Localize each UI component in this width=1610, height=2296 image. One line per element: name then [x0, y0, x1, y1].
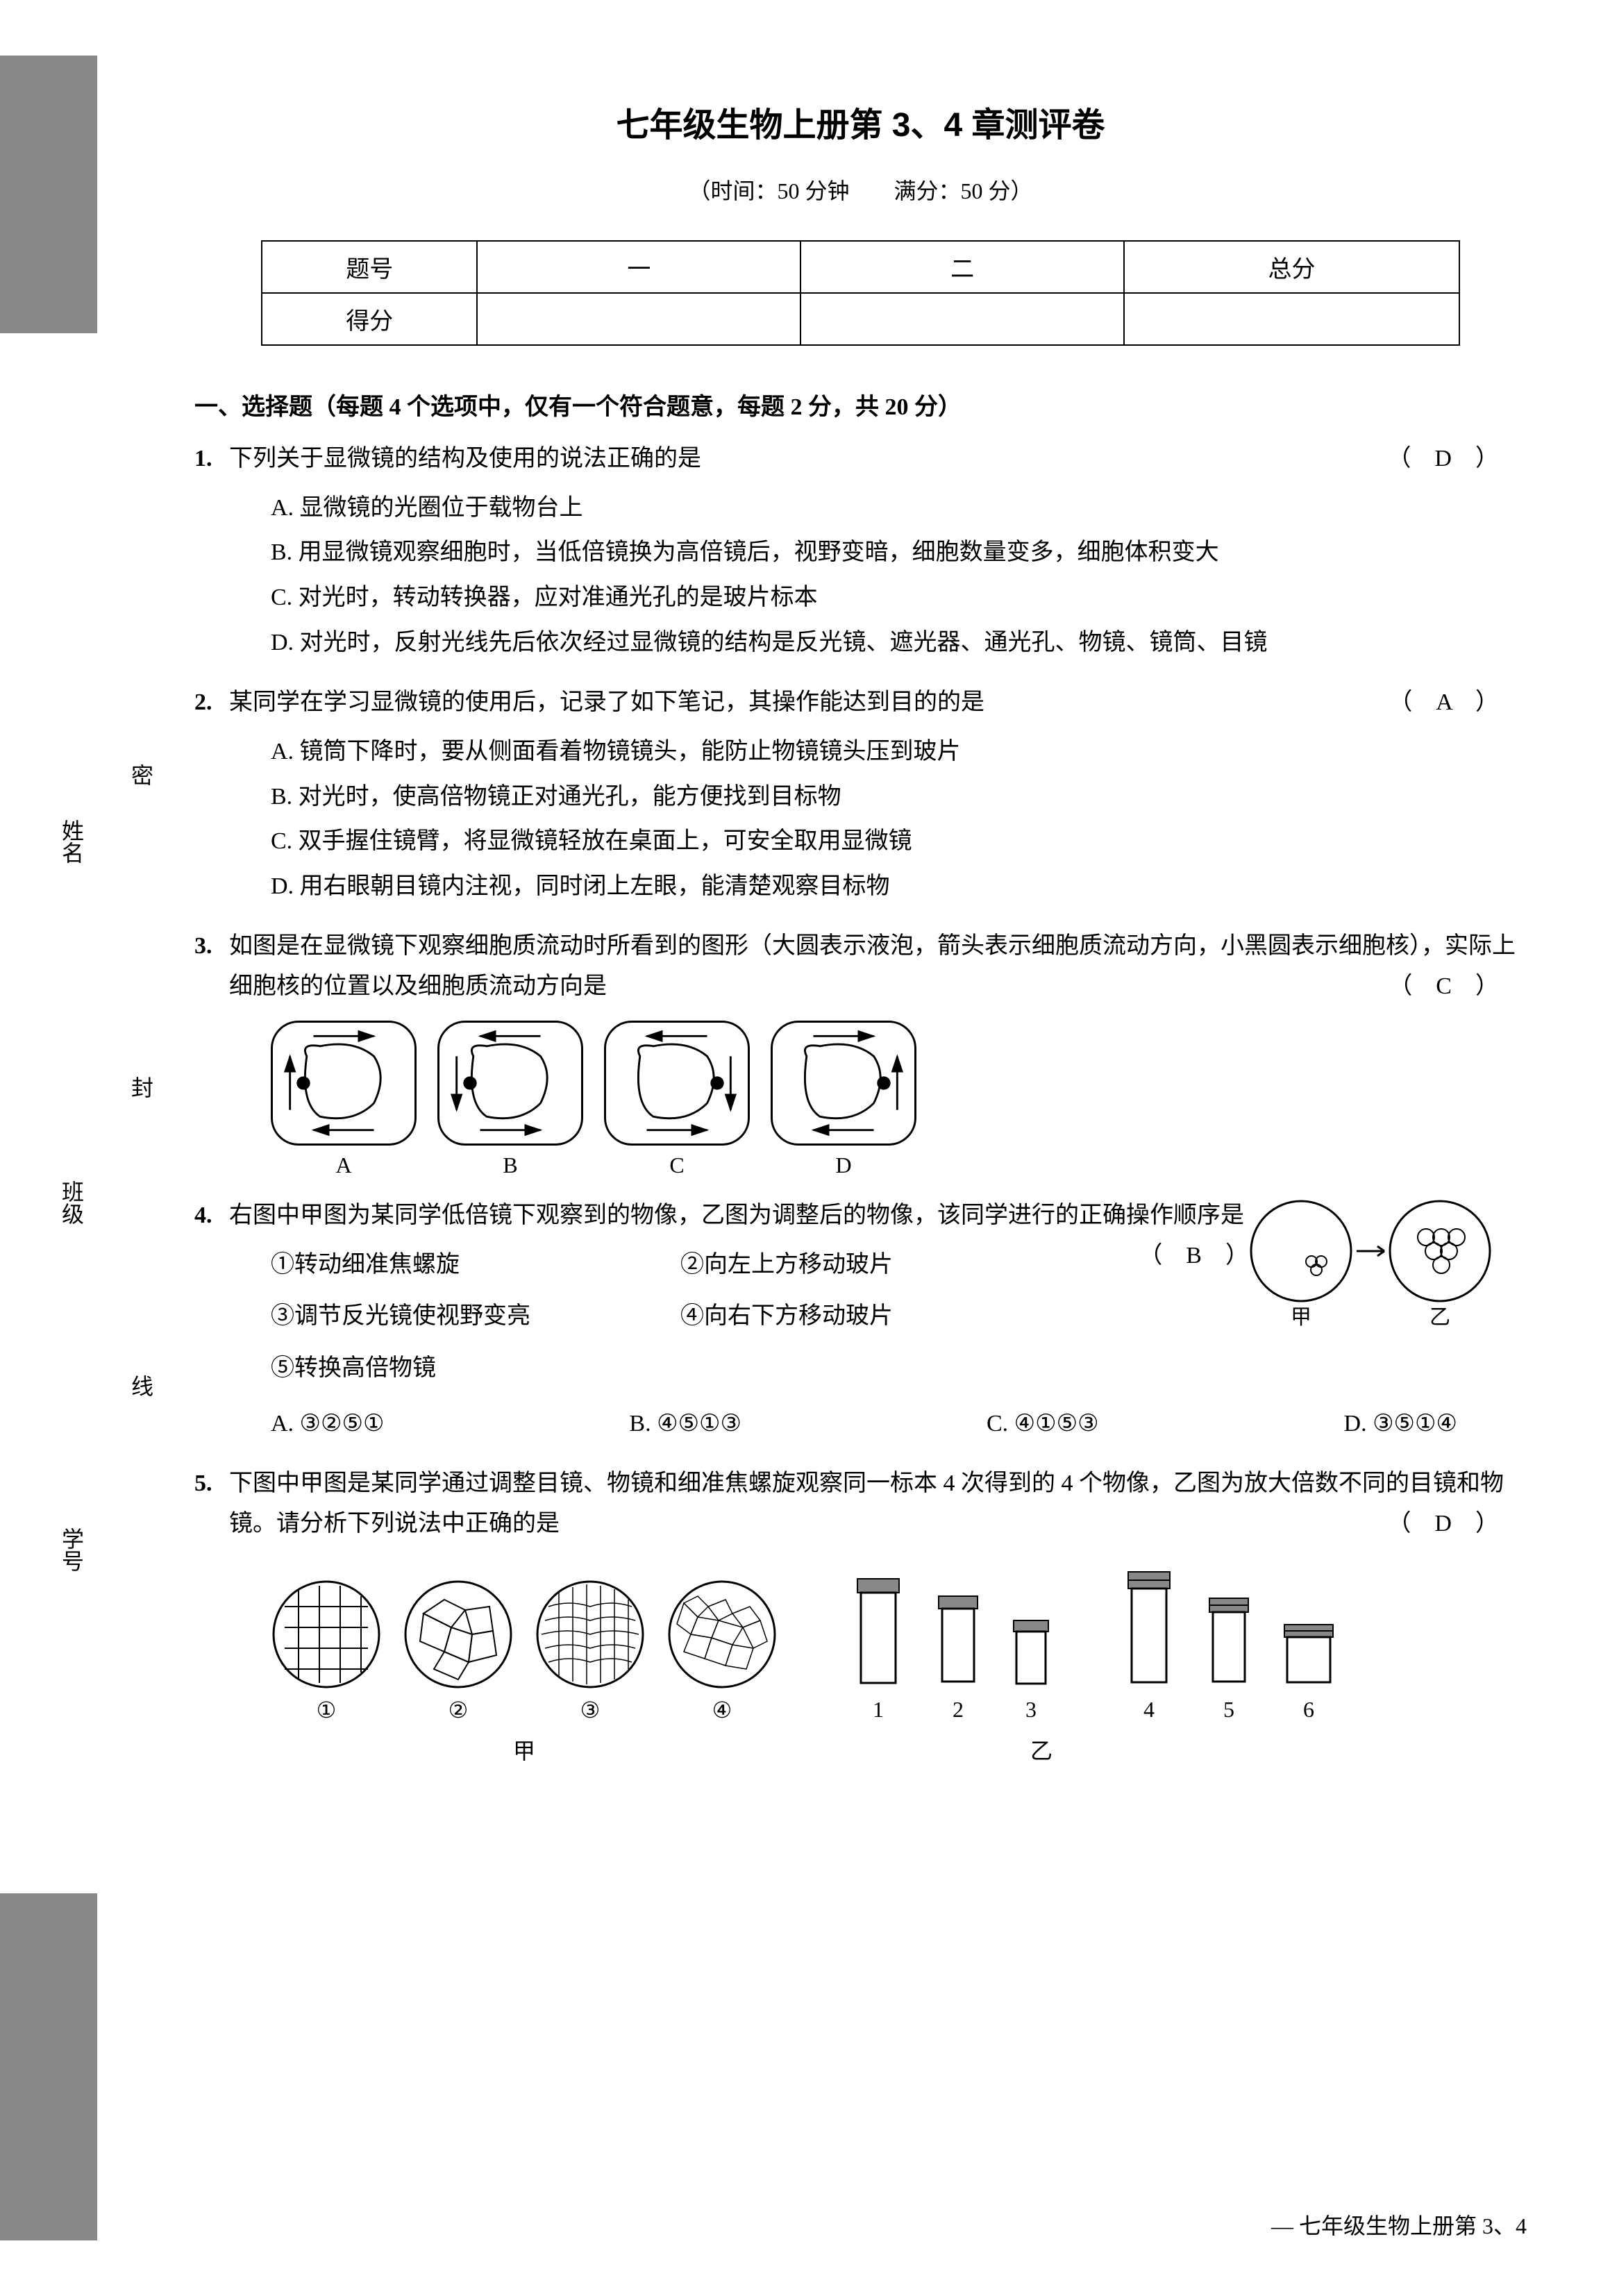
- q1-opt-c: C. 对光时，转动转换器，应对准通光孔的是玻片标本: [271, 576, 1527, 621]
- q5-llabel-3: 3: [1007, 1697, 1055, 1723]
- svg-text:甲: 甲: [1291, 1306, 1311, 1329]
- q3-label-b: B: [437, 1153, 583, 1178]
- q2-opt-c: C. 双手握住镜臂，将显微镜轻放在桌面上，可安全取用显微镜: [271, 819, 1527, 864]
- q4-choice-b: B. ④⑤①③: [629, 1402, 741, 1447]
- q4-sub-1: ①转动细准焦螺旋: [271, 1243, 653, 1288]
- score-row-label: 得分: [262, 293, 478, 345]
- score-header-2: 二: [800, 241, 1124, 293]
- q2-opt-a: A. 镜筒下降时，要从侧面看着物镜镜头，能防止物镜镜头压到玻片: [271, 730, 1527, 775]
- q5-clabel-3: ③: [535, 1697, 646, 1723]
- q5-llabel-6: 6: [1277, 1697, 1340, 1723]
- q5-lens-5: [1201, 1593, 1257, 1690]
- score-header-3: 总分: [1124, 241, 1459, 293]
- q5-diagrams: [271, 1565, 1527, 1690]
- q2-stem: 某同学在学习显微镜的使用后，记录了如下笔记，其操作能达到目的的是: [229, 689, 984, 715]
- q5-llabel-2: 2: [930, 1697, 986, 1723]
- q1-opt-d: D. 对光时，反射光线先后依次经过显微镜的结构是反光镜、遮光器、通光孔、物镜、镜…: [271, 621, 1527, 666]
- q1-answer: （ D ）: [1387, 439, 1527, 479]
- question-1: 1. 下列关于显微镜的结构及使用的说法正确的是 （ D ） A. 显微镜的光圈位…: [194, 439, 1527, 665]
- q3-answer: （ C ）: [1389, 966, 1527, 1007]
- question-4: 4. 右图中甲图为某同学低倍镜下观察到的物像，乙图为调整后的物像，该同学进行的正…: [194, 1196, 1527, 1446]
- q5-clabel-4: ④: [666, 1697, 778, 1723]
- q3-label-c: C: [604, 1153, 750, 1178]
- q5-group-jia: 甲: [271, 1734, 778, 1766]
- q5-lens-6: [1277, 1620, 1340, 1690]
- score-cell-total: [1124, 293, 1459, 345]
- q5-lens-2: [930, 1586, 986, 1690]
- q5-circle-3: [535, 1579, 646, 1690]
- q5-lens-3: [1007, 1614, 1055, 1690]
- q5-llabel-4: 4: [1118, 1697, 1180, 1723]
- q4-choice-c: C. ④①⑤③: [987, 1402, 1099, 1447]
- q4-figure: 甲 乙: [1249, 1196, 1499, 1321]
- q1-opt-b: B. 用显微镜观察细胞时，当低倍镜换为高倍镜后，视野变暗，细胞数量变多，细胞体积…: [271, 530, 1527, 576]
- q4-num: 4.: [194, 1196, 212, 1236]
- q3-num: 3.: [194, 926, 212, 966]
- q5-stem: 下图中甲图是某同学通过调整目镜、物镜和细准焦螺旋观察同一标本 4 次得到的 4 …: [229, 1470, 1504, 1536]
- q5-llabel-5: 5: [1201, 1697, 1257, 1723]
- score-cell-1: [477, 293, 800, 345]
- page-title: 七年级生物上册第 3、4 章测评卷: [194, 97, 1527, 146]
- q3-diagram-a: [271, 1021, 417, 1146]
- q5-llabel-1: 1: [847, 1697, 909, 1723]
- q4-answer: （ B ）: [1139, 1236, 1249, 1276]
- q3-label-a: A: [271, 1153, 417, 1178]
- q4-sub-4: ④向右下方移动玻片: [680, 1294, 1062, 1339]
- score-header-1: 一: [477, 241, 800, 293]
- q3-diagram-c: [604, 1021, 750, 1146]
- q5-circle-2: [403, 1579, 514, 1690]
- page-footer: — 七年级生物上册第 3、4: [1271, 2209, 1527, 2240]
- q4-sub-2: ②向左上方移动玻片: [680, 1243, 1062, 1288]
- q1-stem: 下列关于显微镜的结构及使用的说法正确的是: [229, 446, 701, 471]
- q5-answer: （ D ）: [1387, 1504, 1527, 1544]
- q4-choice-a: A. ③②⑤①: [271, 1402, 384, 1447]
- score-header-0: 题号: [262, 241, 478, 293]
- page-content: 七年级生物上册第 3、4 章测评卷 （时间：50 分钟 满分：50 分） 题号 …: [0, 0, 1610, 1838]
- q5-group-yi: 乙: [847, 1734, 1236, 1766]
- score-cell-2: [800, 293, 1124, 345]
- section-1-header: 一、选择题（每题 4 个选项中，仅有一个符合题意，每题 2 分，共 20 分）: [194, 387, 1527, 421]
- q4-stem: 右图中甲图为某同学低倍镜下观察到的物像，乙图为调整后的物像，该同学进行的正确操作…: [229, 1203, 1244, 1228]
- q3-label-d: D: [771, 1153, 916, 1178]
- q5-lens-1: [847, 1565, 909, 1690]
- q5-circle-4: [666, 1579, 778, 1690]
- q5-clabel-2: ②: [403, 1697, 514, 1723]
- q5-clabel-1: ①: [271, 1697, 382, 1723]
- q4-sub-5: ⑤转换高倍物镜: [271, 1346, 653, 1391]
- q5-circle-1: [271, 1579, 382, 1690]
- q4-choice-d: D. ③⑤①④: [1344, 1402, 1457, 1447]
- q1-opt-a: A. 显微镜的光圈位于载物台上: [271, 486, 1527, 531]
- q5-num: 5.: [194, 1464, 212, 1504]
- q3-diagram-d: [771, 1021, 916, 1146]
- q3-diagrams: [271, 1021, 1527, 1146]
- question-2: 2. 某同学在学习显微镜的使用后，记录了如下笔记，其操作能达到目的的是 （ A …: [194, 682, 1527, 909]
- q2-num: 2.: [194, 682, 212, 723]
- q2-answer: （ A ）: [1389, 682, 1527, 723]
- question-3: 3. 如图是在显微镜下观察细胞质流动时所看到的图形（大圆表示液泡，箭头表示细胞质…: [194, 926, 1527, 1178]
- svg-text:乙: 乙: [1429, 1306, 1450, 1329]
- q2-opt-b: B. 对光时，使高倍物镜正对通光孔，能方便找到目标物: [271, 775, 1527, 820]
- question-5: 5. 下图中甲图是某同学通过调整目镜、物镜和细准焦螺旋观察同一标本 4 次得到的…: [194, 1464, 1527, 1766]
- q3-stem: 如图是在显微镜下观察细胞质流动时所看到的图形（大圆表示液泡，箭头表示细胞质流动方…: [229, 933, 1516, 999]
- page-subtitle: （时间：50 分钟 满分：50 分）: [194, 174, 1527, 206]
- q3-diagram-b: [437, 1021, 583, 1146]
- q1-num: 1.: [194, 439, 212, 479]
- q2-opt-d: D. 用右眼朝目镜内注视，同时闭上左眼，能清楚观察目标物: [271, 864, 1527, 910]
- score-table: 题号 一 二 总分 得分: [261, 240, 1460, 346]
- q4-sub-3: ③调节反光镜使视野变亮: [271, 1294, 653, 1339]
- q5-lens-4: [1118, 1565, 1180, 1690]
